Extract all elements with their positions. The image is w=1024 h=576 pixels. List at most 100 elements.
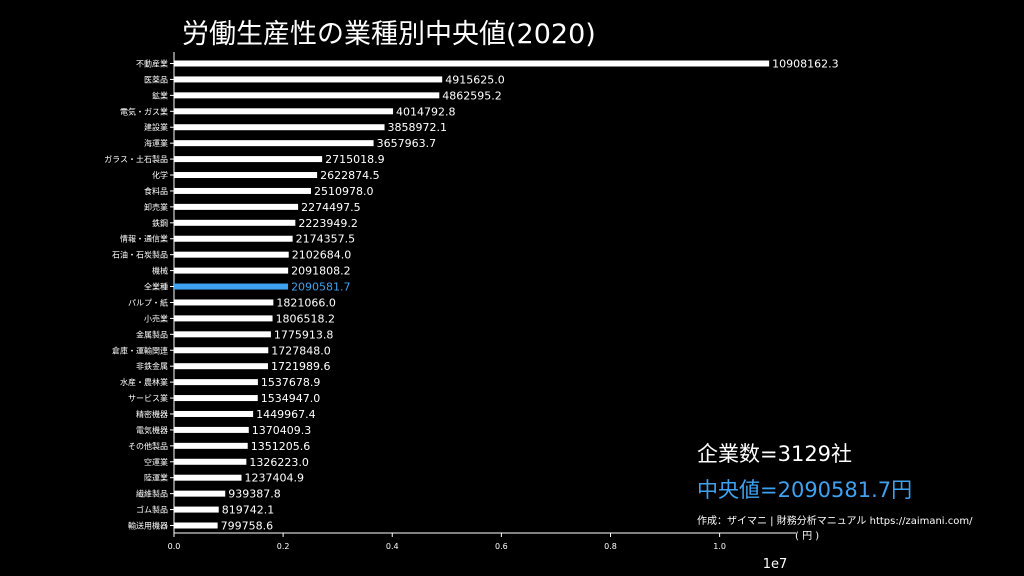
value-label: 10908162.3	[772, 58, 838, 71]
category-label: 空運業	[144, 457, 168, 467]
category-label: 小売業	[144, 313, 168, 323]
x-tick-label: 0.8	[604, 542, 617, 551]
bar	[174, 506, 219, 513]
category-label: 全業種	[144, 282, 168, 292]
category-label: 非鉄金属	[136, 361, 168, 371]
value-label: 1537678.9	[261, 376, 321, 389]
category-label: 卸売業	[144, 202, 168, 212]
category-label: 建設業	[144, 122, 168, 132]
category-label: 電気機器	[136, 425, 168, 435]
category-label: ガラス・土石製品	[104, 154, 168, 164]
value-label: 1721989.6	[271, 360, 331, 373]
bar	[174, 172, 318, 179]
value-label: 2510978.0	[314, 185, 374, 198]
credit-label: 作成：ザイマニ | 財務分析マニュアル https://zaimani.com/	[697, 516, 973, 527]
bar	[174, 363, 268, 370]
category-label: 食料品	[144, 186, 168, 196]
value-label: 819742.1	[222, 504, 274, 517]
value-label: 1370409.3	[252, 424, 312, 437]
bar	[174, 331, 271, 338]
x-tick-label: 0.0	[168, 542, 181, 551]
bar	[174, 203, 299, 210]
company-count-label: 企業数=3129社	[697, 442, 853, 466]
bar	[174, 60, 770, 67]
value-label: 2091808.2	[291, 265, 351, 278]
bar	[174, 522, 218, 529]
value-label: 2274497.5	[301, 201, 361, 214]
value-label: 799758.6	[221, 520, 274, 533]
category-label: 輸送用機器	[128, 521, 168, 531]
category-label: 陸運業	[144, 473, 168, 483]
x-tick-label: 0.6	[495, 542, 508, 551]
category-label: 石油・石炭製品	[112, 250, 168, 260]
bar	[174, 458, 247, 465]
value-label: 4014792.8	[396, 105, 456, 118]
category-label: 医薬品	[144, 74, 168, 84]
category-label: パルプ・紙	[128, 297, 168, 307]
value-label: 1806518.2	[276, 312, 336, 325]
value-label: 1326223.0	[249, 456, 309, 469]
value-label: 1727848.0	[271, 344, 331, 357]
value-label: 1237404.9	[245, 472, 304, 485]
category-label: 化学	[152, 170, 168, 180]
category-label: 不動産業	[136, 59, 168, 69]
bar	[174, 267, 289, 274]
value-label: 1449967.4	[256, 408, 316, 421]
bar	[174, 187, 312, 194]
value-label: 2715018.9	[325, 153, 385, 166]
category-label: 倉庫・運輸関連	[112, 345, 168, 355]
category-label: 水産・農林業	[120, 377, 168, 387]
value-label: 2622874.5	[320, 169, 380, 182]
bar	[174, 442, 248, 449]
x-tick-label: 0.2	[277, 542, 290, 551]
value-label: 1821066.0	[276, 296, 336, 309]
category-label: 情報・通信業	[120, 234, 168, 244]
bar	[174, 124, 385, 131]
category-label: 精密機器	[136, 409, 168, 419]
value-label: 3657963.7	[377, 137, 437, 150]
value-label: 3858972.1	[388, 121, 448, 134]
bar	[174, 76, 443, 83]
value-label: 2223949.2	[298, 217, 358, 230]
bar	[174, 235, 293, 242]
category-label: その他製品	[128, 441, 168, 451]
bar	[174, 299, 274, 306]
value-label: 1351205.6	[251, 440, 311, 453]
category-label: ゴム製品	[136, 505, 168, 515]
value-label: 2102684.0	[292, 249, 352, 262]
bar	[174, 156, 323, 163]
bar-highlight	[174, 283, 289, 290]
bar	[174, 92, 440, 99]
category-label: サービス業	[128, 393, 168, 403]
category-label: 海運業	[144, 138, 168, 148]
category-label: 繊維製品	[136, 489, 168, 499]
bar	[174, 395, 258, 402]
value-label: 4862595.2	[442, 89, 502, 102]
category-label: 鉱業	[152, 90, 168, 100]
value-label: 1534947.0	[261, 392, 321, 405]
bar	[174, 426, 249, 433]
bar	[174, 251, 289, 258]
bar	[174, 410, 254, 417]
x-tick-label: 1.0	[713, 542, 726, 551]
bar	[174, 474, 242, 481]
bar	[174, 315, 273, 322]
category-label: 金属製品	[136, 329, 168, 339]
bar	[174, 140, 374, 147]
bar	[174, 108, 394, 115]
bar	[174, 490, 226, 497]
value-label: 939387.8	[228, 488, 281, 501]
x-tick-label: 0.4	[386, 542, 399, 551]
category-label: 電気・ガス業	[120, 106, 168, 116]
value-label: 2090581.7	[291, 281, 351, 294]
value-label: 2174357.5	[296, 233, 356, 246]
value-label: 1775913.8	[274, 328, 334, 341]
category-label: 機械	[152, 266, 168, 276]
bar	[174, 347, 269, 354]
category-label: 鉄鋼	[152, 218, 168, 228]
chart-title: 労働生産性の業種別中央値(2020)	[182, 19, 596, 50]
value-label: 4915625.0	[445, 73, 505, 86]
x-offset-label: 1e7	[763, 557, 788, 572]
median-value-label: 中央値=2090581.7円	[697, 478, 913, 502]
